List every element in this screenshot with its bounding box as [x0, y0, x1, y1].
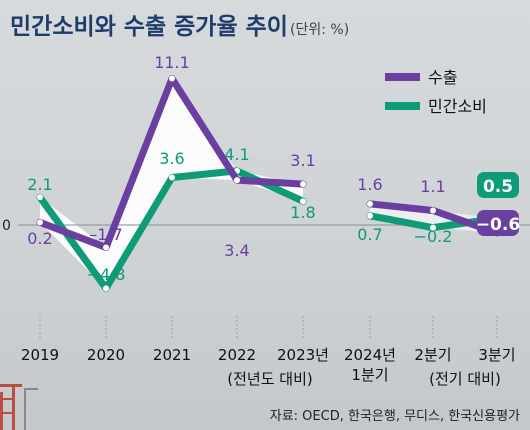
x-label-5: 2024년 — [344, 346, 396, 364]
value-label-consumption-6: −0.2 — [414, 227, 453, 246]
x-note-quarterly: (전기 대비) — [429, 370, 501, 388]
value-label-export-6: 1.1 — [420, 177, 445, 196]
point-consumption-5 — [367, 212, 373, 219]
x-label-1: 2020 — [87, 346, 125, 364]
legend-label-consumption: 민간소비 — [428, 97, 487, 116]
x-note-annual: (전년도 대비) — [227, 370, 312, 388]
value-label-consumption-4: 1.8 — [290, 203, 315, 222]
x-label-7: 3분기 — [478, 346, 515, 364]
x-label-4: 2023년 — [277, 346, 329, 364]
zero-label: 0 — [2, 218, 11, 234]
value-label-export-7: −0.6 — [476, 215, 520, 235]
value-label-consumption-5: 0.7 — [357, 225, 382, 244]
point-consumption-6 — [430, 224, 436, 231]
chart-title: 민간소비와 수출 증가율 추이 — [10, 14, 288, 40]
point-export-5 — [367, 200, 373, 207]
label-box-export-7 — [477, 210, 519, 236]
point-export-4 — [300, 181, 306, 188]
legend: 수출 민간소비 — [385, 68, 487, 116]
point-export-2 — [169, 75, 175, 82]
value-label-export-3: 3.4 — [224, 241, 249, 260]
value-label-export-5: 1.6 — [357, 175, 382, 194]
value-labels: 0.2 2.1 –1.7 −4.8 11.1 3.6 3.4 4.1 3.1 1.8 1.6 0.7 1… — [27, 53, 520, 284]
crane-silhouette-2 — [24, 388, 38, 430]
value-label-export-4: 3.1 — [290, 151, 315, 170]
series-group — [36, 74, 501, 292]
point-export-3 — [234, 177, 240, 184]
point-export-1 — [103, 244, 109, 251]
label-box-consumption-7 — [477, 172, 519, 198]
x-label-2: 2021 — [153, 346, 191, 364]
point-export-0 — [37, 219, 43, 226]
point-consumption-0 — [37, 194, 43, 201]
point-consumption-2 — [169, 174, 175, 181]
value-label-consumption-3: 4.1 — [224, 145, 249, 164]
x-label-0: 2019 — [21, 346, 59, 364]
value-label-consumption-0: 2.1 — [27, 175, 52, 194]
source-note: 자료: OECD, 한국은행, 무디스, 한국신용평가 — [270, 408, 520, 424]
point-consumption-4 — [300, 198, 306, 205]
x-label-3: 2022 — [218, 346, 256, 364]
value-label-export-2: 11.1 — [154, 53, 190, 72]
x-axis: 2019 2020 2021 2022 2023년 2024년 1분기 2분기 3분기 (전년도 … — [21, 316, 516, 388]
point-export-6 — [430, 207, 436, 214]
value-label-export-0: 0.2 — [27, 229, 52, 248]
point-consumption-1 — [103, 285, 109, 292]
legend-label-export: 수출 — [428, 68, 457, 87]
value-label-export-1: –1.7 — [89, 225, 122, 244]
value-label-consumption-1: −4.8 — [87, 265, 126, 284]
x-label-6: 2분기 — [414, 346, 451, 364]
crane-silhouette — [0, 384, 22, 430]
unit-label: (단위: %) — [290, 22, 349, 38]
value-label-consumption-2: 3.6 — [159, 149, 184, 168]
x-label-5-line2: 1분기 — [351, 366, 388, 384]
value-label-consumption-7: 0.5 — [483, 177, 513, 197]
